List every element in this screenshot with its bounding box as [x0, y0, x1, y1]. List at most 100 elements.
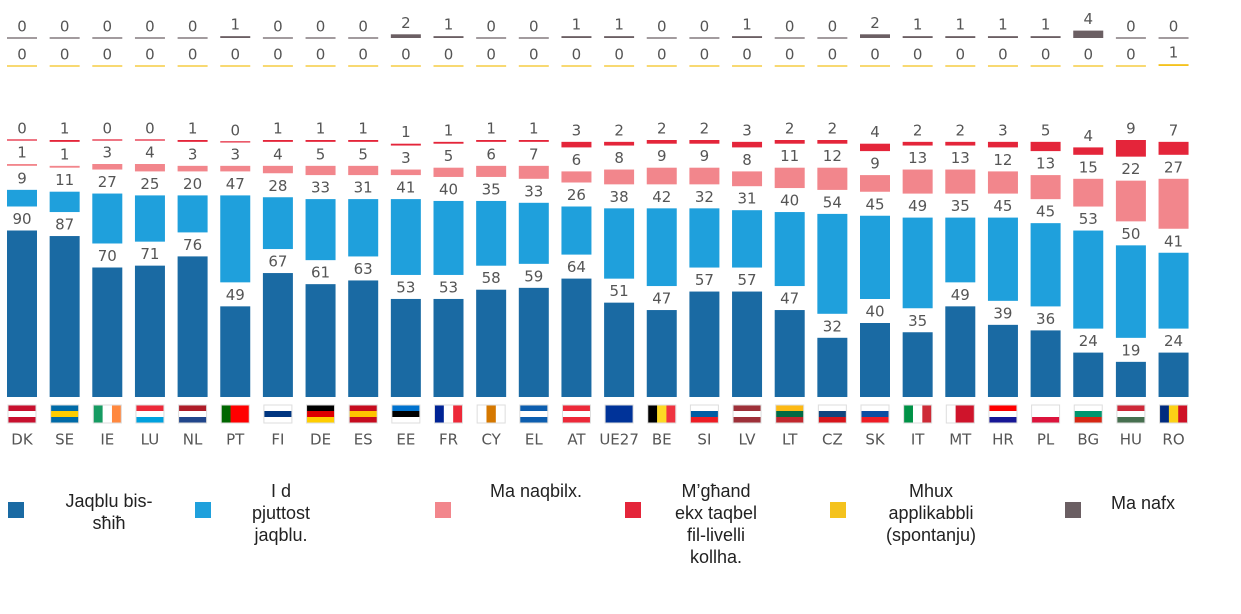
- flag-part: [349, 417, 378, 424]
- legend-label: Mhux applikabbli (spontanju): [885, 481, 977, 545]
- bar-segment: [262, 273, 293, 397]
- bar-segment: [945, 306, 976, 397]
- value-label: 0: [1126, 46, 1136, 64]
- value-label: 31: [738, 190, 757, 208]
- value-label: 4: [145, 144, 155, 162]
- flag-part: [988, 411, 1017, 418]
- value-label: 0: [828, 18, 838, 36]
- value-label: 64: [567, 258, 586, 276]
- value-label: 5: [444, 147, 454, 165]
- value-label: 0: [870, 46, 880, 64]
- value-label: 12: [993, 151, 1012, 169]
- value-label: 1: [444, 16, 454, 34]
- bar-segment: [390, 199, 421, 275]
- value-label: 6: [486, 145, 496, 163]
- value-label: 24: [1079, 332, 1098, 350]
- value-label: 0: [742, 46, 752, 64]
- x-tick-label: HU: [1120, 431, 1142, 449]
- value-label: 9: [17, 169, 27, 187]
- bar-segment: [1073, 178, 1104, 207]
- flag-part: [647, 405, 658, 423]
- bar-segment: [7, 230, 37, 397]
- bar-segment: [518, 202, 549, 264]
- x-tick-label: SE: [55, 431, 74, 449]
- value-label: 47: [652, 290, 671, 308]
- value-label: 27: [98, 173, 117, 191]
- bar-segment: [390, 143, 421, 146]
- flag-border: [689, 404, 719, 424]
- x-tick-label: IT: [911, 431, 925, 449]
- value-label: 32: [823, 317, 842, 335]
- bar-segment: [220, 165, 251, 172]
- value-label: 9: [1126, 120, 1136, 138]
- bar-segment: [49, 140, 80, 142]
- bar-segment: [646, 140, 677, 144]
- flag-part: [775, 405, 804, 412]
- value-label: 4: [1083, 10, 1093, 28]
- flag-part: [8, 411, 36, 418]
- value-label: 22: [1121, 160, 1140, 178]
- flag-part: [263, 417, 292, 424]
- value-label: 1: [17, 144, 27, 162]
- bar-segment: [49, 165, 80, 168]
- flag-part: [519, 411, 548, 418]
- flag-part: [391, 411, 420, 418]
- bar-segment: [689, 208, 720, 268]
- x-tick-label: FR: [439, 431, 458, 449]
- legend-swatch: [1065, 502, 1081, 518]
- bar-segment: [945, 36, 976, 38]
- flag-border: [1031, 404, 1061, 424]
- bar-segment: [1158, 352, 1189, 397]
- bar-segment: [390, 298, 421, 397]
- bar-segment: [902, 169, 933, 194]
- x-tick-label: DE: [310, 431, 331, 449]
- value-label: 0: [1169, 18, 1179, 36]
- bar-segment: [305, 140, 336, 142]
- value-label: 1: [486, 120, 496, 138]
- bar-segment: [177, 140, 208, 142]
- bar-segment: [1158, 141, 1189, 155]
- flag-part: [903, 405, 914, 423]
- x-tick-label: PL: [1037, 431, 1055, 449]
- bar-segment: [92, 164, 123, 170]
- bar-segment: [1030, 330, 1061, 397]
- value-label: 2: [956, 121, 966, 139]
- bar-segment: [92, 267, 123, 397]
- flag-part: [306, 411, 335, 418]
- value-label: 3: [103, 144, 113, 162]
- x-tick-label: NL: [183, 431, 203, 449]
- value-label: 2: [700, 120, 710, 138]
- value-label: 3: [742, 121, 752, 139]
- flag-border: [135, 404, 165, 424]
- value-label: 7: [1169, 121, 1179, 139]
- flag-border: [732, 404, 762, 424]
- bar-segment: [1158, 178, 1189, 229]
- value-label: 2: [614, 121, 624, 139]
- bar-segment: [49, 191, 80, 213]
- flag-part: [135, 417, 164, 424]
- bar-segment: [134, 265, 165, 397]
- bar-segment: [774, 212, 805, 287]
- bar-segment: [476, 140, 507, 142]
- flag-part: [111, 405, 122, 423]
- bar-segment: [987, 217, 1018, 301]
- bar-segment: [262, 165, 293, 174]
- flag-part: [988, 405, 1017, 412]
- flag-border: [178, 404, 208, 424]
- x-tick-label: MT: [949, 431, 972, 449]
- value-label: 1: [956, 16, 966, 34]
- value-label: 50: [1121, 225, 1140, 243]
- flag-part: [690, 417, 719, 424]
- x-tick-label: FI: [271, 431, 284, 449]
- bar-segment: [732, 291, 763, 397]
- flag-part: [263, 405, 292, 412]
- bar-segment: [92, 193, 123, 244]
- flag-part: [733, 411, 762, 418]
- bar-segment: [817, 337, 848, 397]
- value-label: 1: [188, 120, 198, 138]
- flag-part: [1074, 411, 1103, 418]
- flag-part: [733, 417, 762, 424]
- flag-part: [861, 411, 889, 418]
- flag-part: [1178, 405, 1188, 423]
- bar-segment: [1073, 352, 1104, 397]
